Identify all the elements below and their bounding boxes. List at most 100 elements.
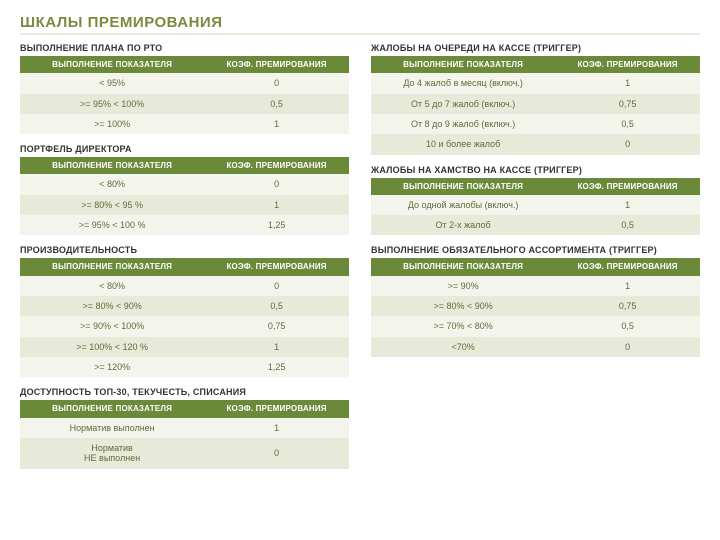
bonus-table: ВЫПОЛНЕНИЕ ПОКАЗАТЕЛЯКОЭФ. ПРЕМИРОВАНИЯ<… (20, 258, 349, 377)
col-header-metric: ВЫПОЛНЕНИЕ ПОКАЗАТЕЛЯ (371, 258, 555, 275)
bonus-table: ВЫПОЛНЕНИЕ ПОКАЗАТЕЛЯКОЭФ. ПРЕМИРОВАНИЯД… (371, 178, 700, 236)
section-title: ВЫПОЛНЕНИЕ ОБЯЗАТЕЛЬНОГО АССОРТИМЕНТА (Т… (371, 245, 700, 255)
col-header-metric: ВЫПОЛНЕНИЕ ПОКАЗАТЕЛЯ (20, 258, 204, 275)
bonus-table: ВЫПОЛНЕНИЕ ПОКАЗАТЕЛЯКОЭФ. ПРЕМИРОВАНИЯ<… (20, 56, 349, 134)
cell-metric: >= 95% < 100 % (20, 215, 204, 235)
table-row: >= 90% < 100%0,75 (20, 316, 349, 336)
table-row: От 8 до 9 жалоб (включ.)0,5 (371, 114, 700, 134)
cell-metric: 10 и более жалоб (371, 134, 555, 154)
col-header-metric: ВЫПОЛНЕНИЕ ПОКАЗАТЕЛЯ (20, 56, 204, 73)
section: ВЫПОЛНЕНИЕ ПЛАНА ПО РТО ВЫПОЛНЕНИЕ ПОКАЗА… (20, 43, 349, 134)
section: ПОРТФЕЛЬ ДИРЕКТОРА ВЫПОЛНЕНИЕ ПОКАЗАТЕЛЯК… (20, 144, 349, 235)
cell-coef: 0,75 (204, 316, 349, 336)
table-row: >= 80% < 90%0,5 (20, 296, 349, 316)
table-row: >= 120%1,25 (20, 357, 349, 377)
cell-metric: >= 100% < 120 % (20, 337, 204, 357)
cell-coef: 0,5 (204, 296, 349, 316)
table-row: >= 90%1 (371, 276, 700, 296)
section-title: ЖАЛОБЫ НА ОЧЕРЕДИ НА КАССЕ (ТРИГГЕР) (371, 43, 700, 53)
section: ЖАЛОБЫ НА ОЧЕРЕДИ НА КАССЕ (ТРИГГЕР) ВЫПО… (371, 43, 700, 155)
col-header-metric: ВЫПОЛНЕНИЕ ПОКАЗАТЕЛЯ (20, 400, 204, 417)
columns: ВЫПОЛНЕНИЕ ПЛАНА ПО РТО ВЫПОЛНЕНИЕ ПОКАЗА… (20, 43, 700, 479)
cell-metric: Норматив выполнен (20, 418, 204, 438)
cell-metric: >= 80% < 90% (371, 296, 555, 316)
col-header-metric: ВЫПОЛНЕНИЕ ПОКАЗАТЕЛЯ (371, 56, 555, 73)
cell-coef: 0 (555, 337, 700, 357)
cell-metric: >= 70% < 80% (371, 316, 555, 336)
cell-metric: >= 80% < 95 % (20, 195, 204, 215)
col-header-coef: КОЭФ. ПРЕМИРОВАНИЯ (204, 157, 349, 174)
cell-metric: >= 90% < 100% (20, 316, 204, 336)
cell-coef: 1,25 (204, 357, 349, 377)
table-row: >= 100%1 (20, 114, 349, 134)
table-row: От 2-х жалоб0,5 (371, 215, 700, 235)
cell-metric: НормативНЕ выполнен (20, 438, 204, 469)
section-title: ВЫПОЛНЕНИЕ ПЛАНА ПО РТО (20, 43, 349, 53)
col-header-coef: КОЭФ. ПРЕМИРОВАНИЯ (555, 178, 700, 195)
col-header-coef: КОЭФ. ПРЕМИРОВАНИЯ (555, 56, 700, 73)
section-title: ПОРТФЕЛЬ ДИРЕКТОРА (20, 144, 349, 154)
cell-metric: >= 120% (20, 357, 204, 377)
cell-coef: 1,25 (204, 215, 349, 235)
cell-coef: 0 (204, 73, 349, 93)
table-row: >= 95% < 100%0,5 (20, 94, 349, 114)
table-row: < 95%0 (20, 73, 349, 93)
col-header-coef: КОЭФ. ПРЕМИРОВАНИЯ (204, 400, 349, 417)
table-row: 10 и более жалоб0 (371, 134, 700, 154)
cell-coef: 1 (204, 418, 349, 438)
left-column: ВЫПОЛНЕНИЕ ПЛАНА ПО РТО ВЫПОЛНЕНИЕ ПОКАЗА… (20, 43, 349, 479)
cell-metric: < 95% (20, 73, 204, 93)
section: ПРОИЗВОДИТЕЛЬНОСТЬВЫПОЛНЕНИЕ ПОКАЗАТЕЛЯК… (20, 245, 349, 377)
section: ВЫПОЛНЕНИЕ ОБЯЗАТЕЛЬНОГО АССОРТИМЕНТА (Т… (371, 245, 700, 357)
bonus-table: ВЫПОЛНЕНИЕ ПОКАЗАТЕЛЯКОЭФ. ПРЕМИРОВАНИЯН… (20, 400, 349, 468)
cell-metric: <70% (371, 337, 555, 357)
table-row: >= 80% < 95 %1 (20, 195, 349, 215)
cell-coef: 1 (555, 195, 700, 215)
cell-coef: 0,5 (555, 316, 700, 336)
bonus-table: ВЫПОЛНЕНИЕ ПОКАЗАТЕЛЯКОЭФ. ПРЕМИРОВАНИЯД… (371, 56, 700, 155)
cell-metric: >= 95% < 100% (20, 94, 204, 114)
table-row: < 80%0 (20, 174, 349, 194)
cell-metric: >= 90% (371, 276, 555, 296)
table-row: < 80%0 (20, 276, 349, 296)
table-row: >= 80% < 90%0,75 (371, 296, 700, 316)
title-rule (20, 33, 700, 35)
col-header-metric: ВЫПОЛНЕНИЕ ПОКАЗАТЕЛЯ (20, 157, 204, 174)
table-row: <70%0 (371, 337, 700, 357)
cell-metric: До 4 жалоб в месяц (включ.) (371, 73, 555, 93)
page-title: ШКАЛЫ ПРЕМИРОВАНИЯ (20, 14, 700, 31)
cell-metric: >= 100% (20, 114, 204, 134)
col-header-coef: КОЭФ. ПРЕМИРОВАНИЯ (204, 258, 349, 275)
cell-metric: До одной жалобы (включ.) (371, 195, 555, 215)
cell-coef: 0 (204, 174, 349, 194)
cell-metric: >= 80% < 90% (20, 296, 204, 316)
table-row: До одной жалобы (включ.)1 (371, 195, 700, 215)
cell-coef: 0 (555, 134, 700, 154)
cell-coef: 0 (204, 438, 349, 469)
table-row: Норматив выполнен1 (20, 418, 349, 438)
section: ЖАЛОБЫ НА ХАМСТВО НА КАССЕ (ТРИГГЕР) ВЫПО… (371, 165, 700, 236)
table-row: >= 100% < 120 %1 (20, 337, 349, 357)
col-header-coef: КОЭФ. ПРЕМИРОВАНИЯ (555, 258, 700, 275)
table-row: До 4 жалоб в месяц (включ.)1 (371, 73, 700, 93)
cell-coef: 1 (555, 73, 700, 93)
bonus-table: ВЫПОЛНЕНИЕ ПОКАЗАТЕЛЯКОЭФ. ПРЕМИРОВАНИЯ<… (20, 157, 349, 235)
cell-coef: 1 (204, 195, 349, 215)
cell-coef: 0,5 (555, 215, 700, 235)
cell-coef: 1 (204, 114, 349, 134)
section: ДОСТУПНОСТЬ ТОП-30, ТЕКУЧЕСТЬ, СПИСАНИЯВ… (20, 387, 349, 468)
col-header-coef: КОЭФ. ПРЕМИРОВАНИЯ (204, 56, 349, 73)
cell-metric: От 8 до 9 жалоб (включ.) (371, 114, 555, 134)
section-title: ЖАЛОБЫ НА ХАМСТВО НА КАССЕ (ТРИГГЕР) (371, 165, 700, 175)
table-row: НормативНЕ выполнен0 (20, 438, 349, 469)
table-row: >= 95% < 100 %1,25 (20, 215, 349, 235)
bonus-table: ВЫПОЛНЕНИЕ ПОКАЗАТЕЛЯКОЭФ. ПРЕМИРОВАНИЯ>… (371, 258, 700, 357)
cell-coef: 0,75 (555, 296, 700, 316)
table-row: От 5 до 7 жалоб (включ.)0,75 (371, 94, 700, 114)
cell-coef: 1 (555, 276, 700, 296)
col-header-metric: ВЫПОЛНЕНИЕ ПОКАЗАТЕЛЯ (371, 178, 555, 195)
cell-coef: 0,75 (555, 94, 700, 114)
cell-metric: От 5 до 7 жалоб (включ.) (371, 94, 555, 114)
cell-metric: < 80% (20, 174, 204, 194)
table-row: >= 70% < 80%0,5 (371, 316, 700, 336)
